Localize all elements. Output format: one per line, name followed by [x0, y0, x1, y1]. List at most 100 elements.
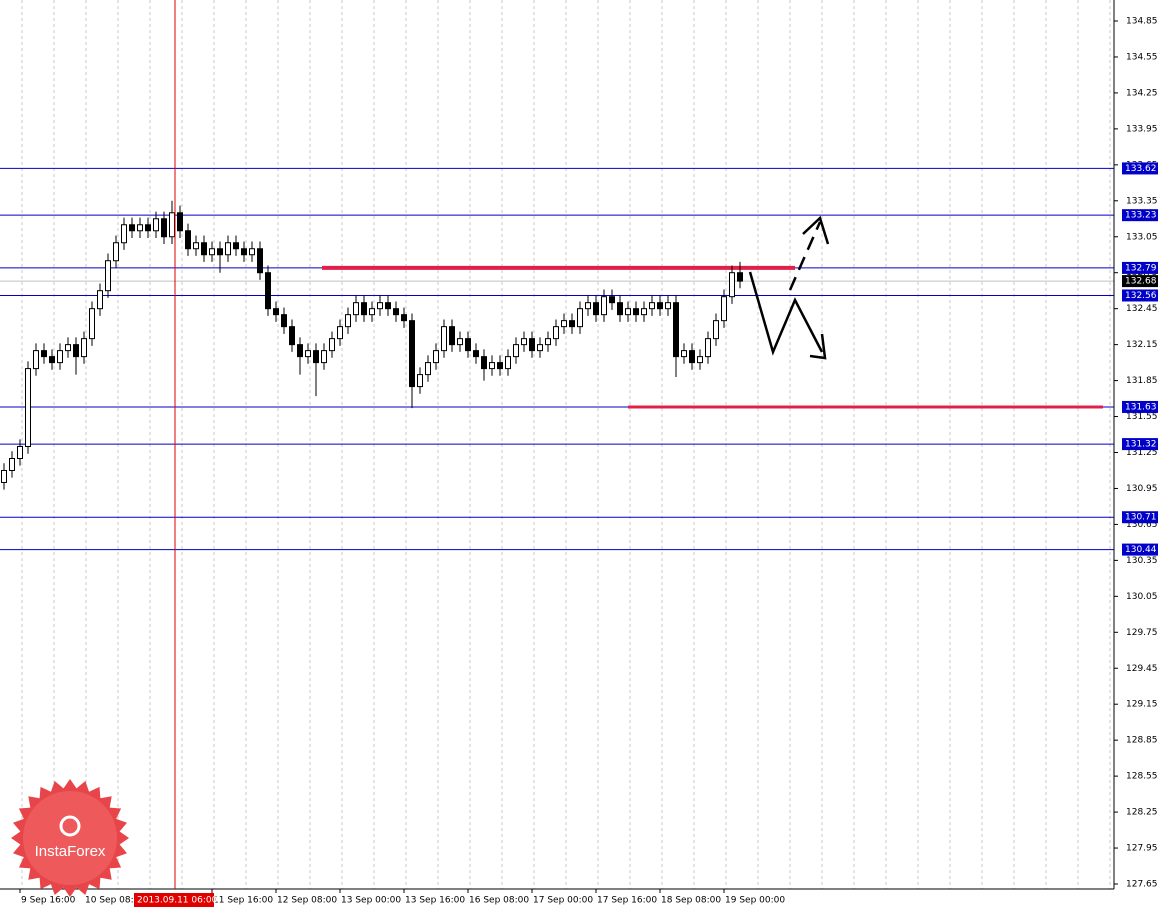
level-label: 132.56: [1125, 291, 1157, 301]
cursor-label: 2013.09.11 06:00: [137, 896, 218, 906]
candle-body: [521, 338, 527, 346]
level-label: 130.44: [1125, 545, 1157, 555]
candle-body: [89, 308, 95, 340]
candle-body: [121, 224, 127, 244]
y-tick-label: 134.25: [1126, 88, 1158, 98]
candle-body: [33, 350, 39, 370]
candle-body: [1, 469, 7, 483]
candle-body: [457, 338, 463, 346]
candle-body: [529, 338, 535, 352]
x-tick-label: 9 Sep 16:00: [21, 896, 76, 906]
candle-body: [385, 302, 391, 310]
candle-body: [241, 248, 247, 256]
candle-body: [145, 224, 151, 232]
candle-body: [593, 302, 599, 316]
candle-body: [609, 296, 615, 304]
y-tick-label: 130.65: [1126, 520, 1158, 530]
candle-body: [297, 344, 303, 358]
y-tick-label: 134.85: [1126, 17, 1158, 27]
candle-body: [257, 248, 263, 274]
candle-body: [129, 224, 135, 232]
candle-body: [137, 224, 143, 232]
candle-body: [201, 242, 207, 256]
candle-body: [513, 344, 519, 358]
candle-body: [441, 326, 447, 352]
candle-body: [633, 308, 639, 316]
candle-body: [641, 308, 647, 316]
candle-body: [177, 212, 183, 232]
candle-body: [729, 272, 735, 298]
level-label: 131.32: [1125, 440, 1157, 450]
candle-body: [249, 248, 255, 256]
x-tick-label: 13 Sep 00:00: [341, 896, 401, 906]
logo-inner: [23, 791, 117, 885]
x-tick-label: 16 Sep 08:00: [469, 896, 529, 906]
y-tick-label: 127.65: [1126, 880, 1158, 890]
y-tick-label: 133.95: [1126, 124, 1158, 134]
y-tick-label: 130.35: [1126, 556, 1158, 566]
candle-body: [25, 368, 31, 448]
candle-body: [681, 350, 687, 358]
candle-body: [217, 248, 223, 256]
y-tick-label: 128.25: [1126, 808, 1158, 818]
level-label-box: [1122, 261, 1158, 274]
arrow-head: [809, 333, 827, 360]
candle-body: [73, 344, 79, 358]
candle-body: [473, 350, 479, 358]
y-tick-label: 130.05: [1126, 592, 1158, 602]
levels: [0, 167, 1114, 551]
level-label-box: [1122, 543, 1158, 556]
candle-body: [449, 326, 455, 346]
x-tick-label: 19 Sep 00:00: [725, 896, 785, 906]
candle-body: [657, 302, 663, 310]
level-label-box: [1122, 400, 1158, 413]
candle-body: [17, 446, 23, 459]
y-tick-label: 130.95: [1126, 484, 1158, 494]
candle-body: [57, 350, 63, 364]
candle-body: [313, 350, 319, 364]
level-label-box: [1122, 289, 1158, 302]
candle-body: [489, 362, 495, 370]
y-tick-label: 132.15: [1126, 340, 1158, 350]
level-label-box: [1122, 438, 1158, 451]
candle-body: [281, 314, 287, 328]
cursor-label-box: [134, 893, 214, 907]
candle-body: [169, 212, 175, 238]
candle-body: [545, 338, 551, 346]
candle-body: [401, 314, 407, 322]
price-label-box: [1122, 275, 1158, 288]
forecast-path: [748, 271, 824, 356]
candle-body: [185, 230, 191, 250]
forecast-path-dashed: [788, 221, 822, 291]
candle-body: [625, 308, 631, 316]
candle-body: [305, 350, 311, 358]
candle-body: [225, 242, 231, 256]
candle-body: [465, 338, 471, 352]
candle-body: [553, 326, 559, 340]
candle-body: [97, 290, 103, 310]
x-tick-label: 10 Sep 08:00: [85, 896, 145, 906]
y-tick-label: 129.15: [1126, 700, 1158, 710]
candle-body: [673, 302, 679, 358]
forecast-arrows: [748, 215, 830, 360]
candle-body: [585, 302, 591, 310]
candle-body: [505, 356, 511, 370]
y-tick-label: 133.35: [1126, 196, 1158, 206]
x-tick-label: 17 Sep 00:00: [533, 896, 593, 906]
level-label-box: [1122, 209, 1158, 222]
level-label-box: [1122, 511, 1158, 524]
candle-body: [697, 356, 703, 364]
candle-body: [481, 356, 487, 370]
level-label: 132.79: [1125, 263, 1157, 273]
x-tick-label: 13 Sep 16:00: [405, 896, 465, 906]
candle-body: [153, 218, 159, 232]
level-label: 131.63: [1125, 402, 1157, 412]
candle-body: [81, 338, 87, 358]
candle-body: [665, 302, 671, 310]
candle-body: [321, 350, 327, 364]
candle-body: [209, 248, 215, 256]
candle-body: [273, 308, 279, 316]
